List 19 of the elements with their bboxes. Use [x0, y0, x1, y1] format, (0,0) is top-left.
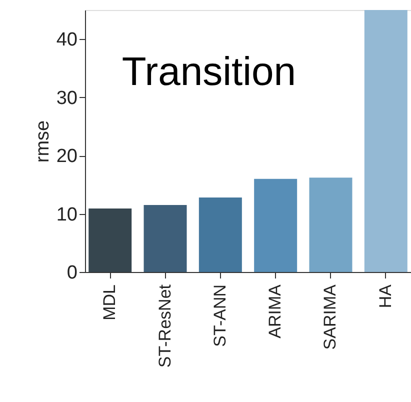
y-tick-label: 40	[56, 30, 78, 51]
bar	[254, 178, 298, 272]
y-tick-label: 30	[56, 88, 78, 109]
x-tick-label: HA	[376, 284, 395, 308]
annotation: Transition	[122, 50, 296, 94]
bar	[309, 178, 352, 272]
y-tick-label: 0	[66, 262, 78, 284]
x-tick-label: MDL	[100, 284, 120, 320]
x-tick-label: ARIMA	[266, 284, 285, 338]
y-tick-label: 20	[56, 146, 78, 168]
bar	[198, 197, 242, 272]
y-tick-label: 10	[56, 204, 78, 226]
y-axis-title: rmse	[32, 120, 54, 163]
bar	[88, 208, 132, 272]
x-tick-label: ST-ANN	[210, 284, 230, 347]
bar	[364, 10, 408, 272]
x-tick-label: SARIMA	[320, 284, 340, 350]
x-tick-label: ST-ResNet	[155, 284, 174, 368]
bar	[144, 205, 187, 272]
